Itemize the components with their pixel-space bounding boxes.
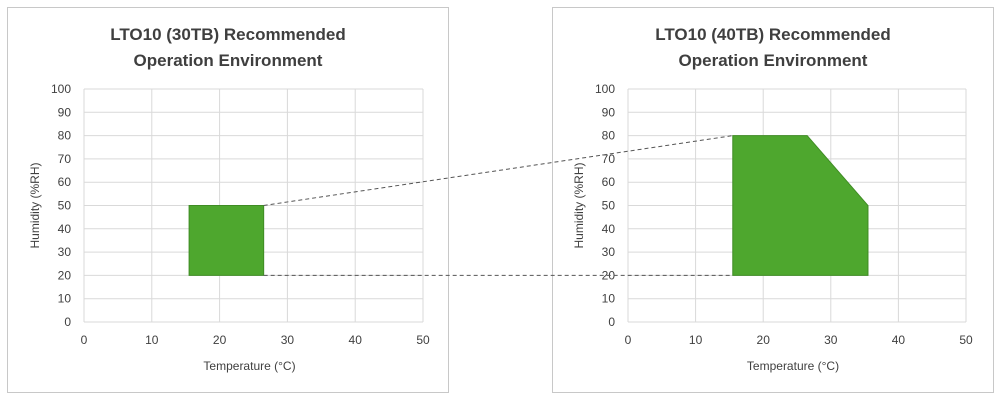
- chart-title-40tb: LTO10 (40TB) Recommended Operation Envir…: [553, 22, 993, 74]
- chart-title-line1: LTO10 (40TB) Recommended: [655, 25, 891, 44]
- chart-panel-40tb: LTO10 (40TB) Recommended Operation Envir…: [552, 7, 994, 393]
- chart-title-30tb: LTO10 (30TB) Recommended Operation Envir…: [8, 22, 448, 74]
- chart-panel-30tb: LTO10 (30TB) Recommended Operation Envir…: [7, 7, 449, 393]
- chart-title-line2: Operation Environment: [678, 51, 868, 70]
- chart-title-line1: LTO10 (30TB) Recommended: [110, 25, 346, 44]
- chart-title-line2: Operation Environment: [133, 51, 323, 70]
